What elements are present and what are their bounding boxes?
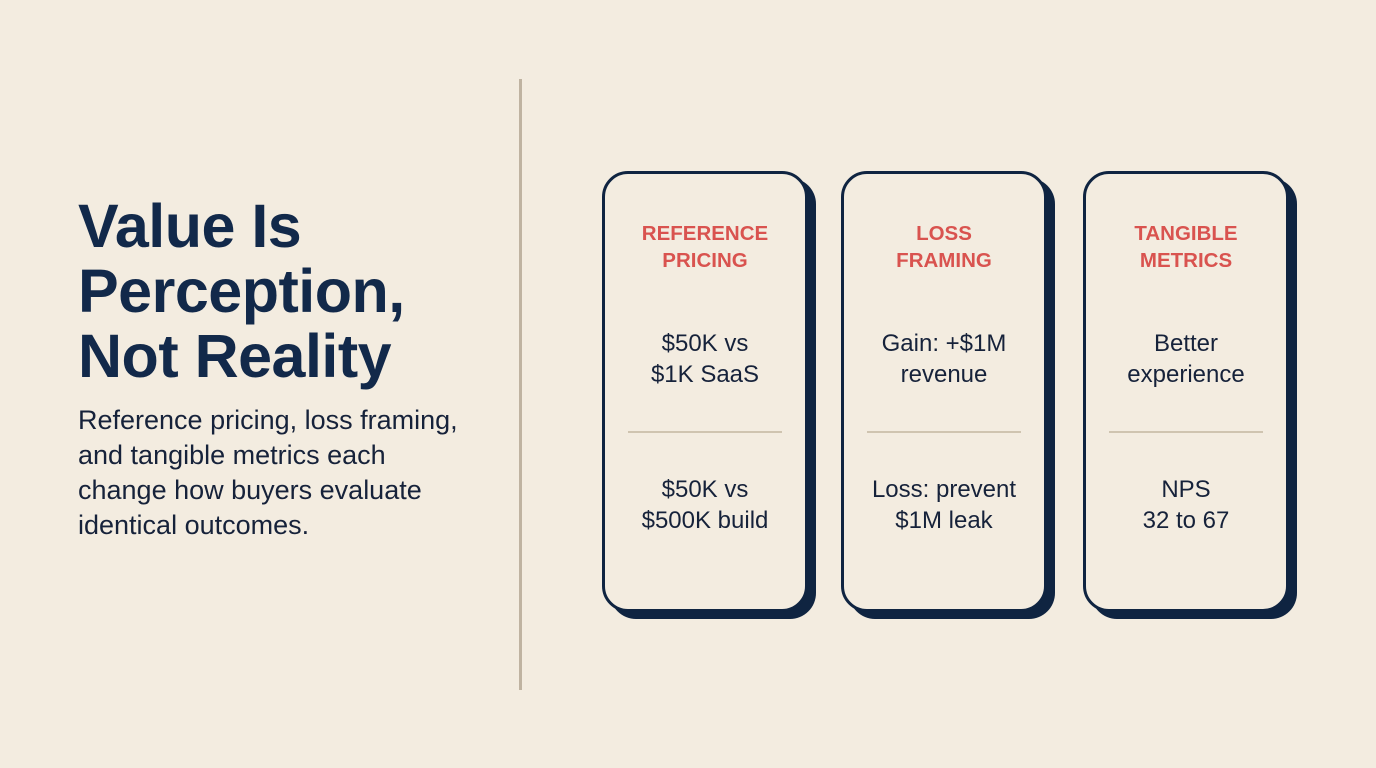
card-title: REFERENCE PRICING bbox=[641, 222, 769, 272]
card-reference-pricing: REFERENCE PRICING $50K vs $1K SaaS $50K … bbox=[602, 171, 808, 612]
card-divider bbox=[628, 431, 782, 433]
card-divider bbox=[867, 431, 1021, 433]
card-divider bbox=[1109, 431, 1263, 433]
card-title: TANGIBLE METRICS bbox=[1134, 222, 1238, 272]
vertical-divider bbox=[519, 79, 522, 690]
card-bottom-example: Loss: prevent $1M leak bbox=[871, 476, 1017, 534]
card-bottom-example: $50K vs $500K build bbox=[641, 476, 769, 534]
card-title: LOSS FRAMING bbox=[896, 222, 992, 272]
card-tangible-metrics: TANGIBLE METRICS Better experience NPS 3… bbox=[1083, 171, 1289, 612]
card-top-example: Gain: +$1M revenue bbox=[881, 330, 1007, 388]
intro-panel: Value Is Perception, Not Reality Referen… bbox=[78, 194, 498, 543]
slide-subtitle: Reference pricing, loss framing, and tan… bbox=[78, 405, 458, 540]
slide-title: Value Is Perception, Not Reality bbox=[78, 192, 405, 390]
card-bottom-example: NPS 32 to 67 bbox=[1142, 476, 1230, 534]
card-loss-framing: LOSS FRAMING Gain: +$1M revenue Loss: pr… bbox=[841, 171, 1047, 612]
card-top-example: Better experience bbox=[1127, 330, 1245, 388]
card-top-example: $50K vs $1K SaaS bbox=[650, 330, 760, 388]
